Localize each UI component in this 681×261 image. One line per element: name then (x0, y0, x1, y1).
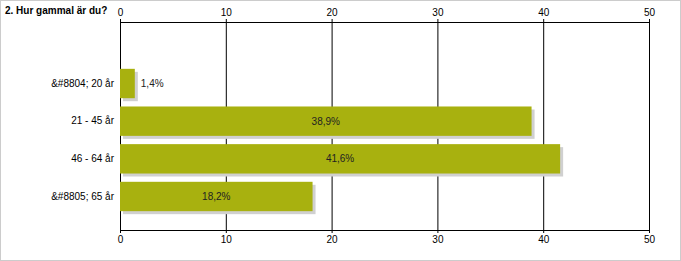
tick-label: 50 (644, 7, 656, 18)
data-labels: 1,4% 38,9% 41,6% 18,2% (141, 78, 355, 202)
data-label: 41,6% (326, 153, 354, 164)
x-axis-bottom: 0 10 20 30 40 50 (118, 230, 656, 245)
tick: 10 (221, 230, 233, 245)
grid (121, 22, 650, 230)
chart: 1,4% 38,9% 41,6% 18,2% 0 10 20 30 40 50 0 10 20 30 40 5… (0, 0, 681, 261)
tick-mark (649, 19, 650, 22)
tick-label: 20 (327, 7, 339, 18)
bar (120, 144, 560, 173)
category-label: &#8804; 20 år (51, 78, 114, 89)
tick-label: 50 (644, 234, 656, 245)
tick-mark (543, 230, 544, 233)
tick: 46 - 64 år (71, 153, 120, 164)
tick-label: 0 (118, 7, 124, 18)
tick-label: 40 (538, 234, 550, 245)
tick: 40 (538, 7, 550, 22)
bar (120, 182, 313, 211)
tick-mark (226, 230, 227, 233)
tick: 10 (221, 7, 233, 22)
tick-label: 30 (432, 7, 444, 18)
data-label: 38,9% (312, 116, 340, 127)
tick-label: 20 (327, 234, 339, 245)
tick-mark (226, 19, 227, 22)
tick: 0 (118, 230, 124, 245)
background (1, 1, 681, 261)
tick: 40 (538, 230, 550, 245)
axis-line (121, 22, 650, 23)
tick-label: 40 (538, 7, 550, 18)
tick-mark (649, 230, 650, 233)
tick-mark (120, 230, 121, 233)
tick: 20 (327, 7, 339, 22)
tick-label: 30 (432, 234, 444, 245)
tick-label: 0 (118, 234, 124, 245)
bar (120, 106, 532, 135)
tick: 21 - 45 år (71, 115, 120, 126)
tick: 50 (644, 7, 656, 22)
tick: 0 (118, 7, 124, 22)
tick-mark (437, 19, 438, 22)
category-label: 21 - 45 år (71, 115, 114, 126)
x-axis-top: 0 10 20 30 40 50 (118, 7, 656, 23)
tick: 30 (432, 230, 444, 245)
y-axis: &#8804; 20 år 21 - 45 år 46 - 64 år &#8805;… (51, 78, 120, 202)
category-label: 46 - 64 år (71, 153, 114, 164)
tick-mark (120, 19, 121, 22)
axis-line (121, 230, 650, 231)
tick: 20 (327, 230, 339, 245)
category-label: &#8805; 65 år (51, 191, 114, 202)
tick-mark (332, 19, 333, 22)
title: 2. Hur gammal är du? (5, 5, 107, 16)
tick-mark (543, 19, 544, 22)
tick: &#8805; 65 år (51, 191, 120, 202)
tick: &#8804; 20 år (51, 78, 120, 89)
grid-line (649, 22, 650, 230)
tick-mark (437, 230, 438, 233)
tick-label: 10 (221, 7, 233, 18)
data-label: 18,2% (202, 191, 230, 202)
grid-line (543, 22, 544, 230)
tick: 30 (432, 7, 444, 22)
data-label: 1,4% (141, 78, 164, 89)
bars (120, 69, 563, 214)
tick-mark (332, 230, 333, 233)
tick: 50 (644, 230, 656, 245)
bar (120, 69, 135, 98)
tick-label: 10 (221, 234, 233, 245)
